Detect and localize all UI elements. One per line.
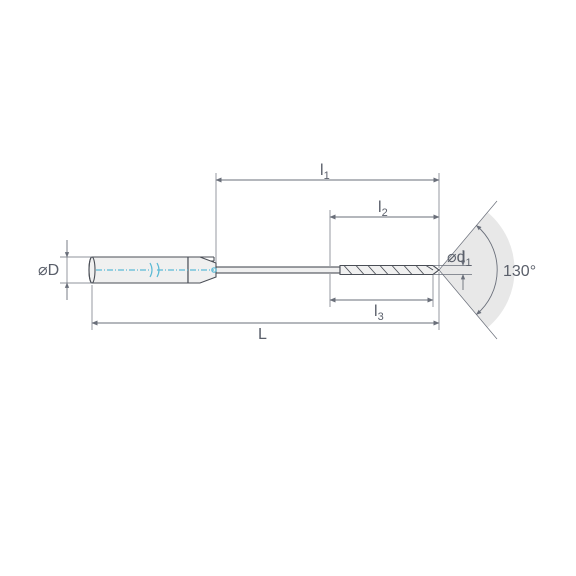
label-l2: l2 [378, 199, 388, 219]
label-D: ⌀D [38, 262, 59, 279]
drill-body [89, 257, 439, 283]
label-L: L [258, 326, 267, 343]
dim-l3: l3 [330, 274, 433, 323]
label-l1: l1 [320, 162, 330, 182]
dim-D: ⌀D [38, 240, 92, 300]
dim-l1: l1 [216, 162, 439, 268]
dim-l2: l2 [330, 199, 439, 266]
label-l3: l3 [374, 303, 384, 323]
label-angle: 130° [503, 263, 536, 280]
